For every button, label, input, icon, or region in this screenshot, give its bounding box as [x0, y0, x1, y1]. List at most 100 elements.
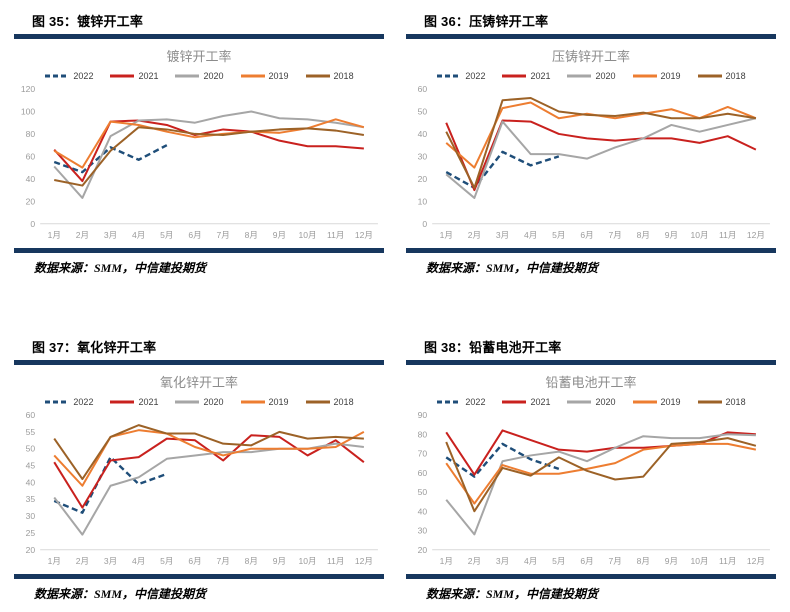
series-line-2020	[445, 117, 757, 199]
legend-line-marker	[632, 74, 657, 78]
series-line-2018	[53, 423, 364, 480]
legend-label: 2022	[465, 71, 486, 81]
series-line-2018	[54, 126, 365, 187]
series-line-2019	[445, 442, 757, 505]
legend-label: 2020	[595, 71, 616, 81]
y-axis-tick-label: 30	[418, 525, 428, 535]
x-axis-tick-label: 8月	[245, 556, 258, 566]
legend-label: 2019	[660, 71, 681, 81]
legend-line-marker	[697, 74, 722, 78]
data-source-note: 数据来源：SMM，中信建投期货	[34, 586, 207, 601]
chart-title: 氧化锌开工率	[159, 374, 238, 390]
legend-line-marker	[175, 400, 200, 404]
y-axis-tick-label: 70	[418, 448, 428, 458]
y-axis-tick-label: 20	[418, 174, 428, 184]
divider-bar	[406, 359, 776, 365]
series-line-2020	[53, 442, 364, 536]
x-axis-tick-label: 8月	[245, 230, 258, 240]
x-axis-tick-label: 7月	[608, 556, 621, 566]
x-axis-tick-label: 12月	[355, 556, 373, 566]
legend-line-marker	[110, 400, 135, 404]
legend-line-marker	[305, 400, 330, 404]
chart-legend: 2022 2021 2020 2019 2018	[14, 70, 384, 82]
legend-item-2022: 2022	[436, 397, 485, 407]
x-axis-tick-label: 4月	[132, 556, 145, 566]
x-axis-tick-label: 7月	[216, 556, 229, 566]
legend-item-2020: 2020	[566, 71, 616, 81]
legend-line-marker	[305, 74, 330, 78]
y-axis-tick-label: 10	[418, 196, 428, 206]
chart-legend: 2022 2021 2020 2019 2018	[14, 396, 384, 408]
y-axis-tick-label: 35	[26, 494, 36, 504]
legend-line-marker	[437, 400, 462, 404]
x-axis-tick-label: 6月	[188, 230, 201, 240]
y-axis-tick-label: 20	[26, 196, 36, 206]
legend-line-marker	[437, 74, 462, 78]
legend-line-marker	[632, 400, 657, 404]
y-axis-tick-label: 20	[26, 545, 36, 555]
legend-label: 2021	[530, 71, 551, 81]
legend-label: 2018	[333, 396, 354, 407]
figure-38-header: 图 38：铅蓄电池开工率	[424, 339, 562, 355]
legend-label: 2018	[333, 71, 354, 81]
y-axis-tick-label: 0	[422, 219, 427, 229]
x-axis-tick-label: 3月	[104, 230, 117, 240]
x-axis-tick-label: 5月	[552, 556, 565, 566]
x-axis-tick-label: 12月	[747, 556, 765, 566]
x-axis-tick-label: 8月	[637, 556, 650, 566]
divider-bar	[406, 247, 776, 253]
x-axis-tick-label: 11月	[327, 230, 344, 240]
x-axis-tick-label: 4月	[524, 556, 537, 566]
legend-label: 2020	[595, 396, 616, 407]
legend-item-2019: 2019	[632, 71, 681, 81]
y-axis-tick-label: 60	[418, 84, 428, 94]
x-axis-tick-label: 3月	[496, 230, 509, 240]
x-axis-tick-label: 1月	[48, 230, 61, 240]
legend-item-2018: 2018	[697, 397, 746, 407]
y-axis-tick-label: 90	[418, 410, 428, 420]
y-axis-tick-label: 55	[26, 427, 36, 437]
y-axis-tick-label: 30	[26, 511, 36, 521]
y-axis-tick-label: 100	[21, 106, 35, 116]
legend-item-2018: 2018	[697, 71, 746, 81]
x-axis-tick-label: 8月	[637, 230, 650, 240]
divider-bar	[14, 34, 384, 39]
x-axis-tick-label: 1月	[440, 230, 453, 240]
x-axis-tick-label: 10月	[299, 556, 317, 566]
x-axis-tick-label: 1月	[48, 556, 61, 566]
legend-label: 2022	[465, 396, 486, 407]
legend-line-marker	[45, 400, 70, 404]
x-axis-tick-label: 10月	[691, 230, 709, 240]
x-axis-tick-label: 2月	[468, 556, 481, 566]
x-axis-tick-label: 10月	[299, 230, 317, 240]
legend-label: 2020	[203, 396, 224, 407]
legend-label: 2021	[138, 396, 159, 407]
legend-line-marker	[45, 74, 70, 78]
legend-item-2020: 2020	[174, 71, 224, 81]
legend-line-marker	[110, 74, 135, 78]
x-axis-tick-label: 2月	[76, 230, 89, 240]
y-axis-tick-label: 50	[418, 106, 428, 116]
series-line-2022	[53, 144, 168, 174]
legend-item-2021: 2021	[501, 397, 550, 407]
legend-item-2021: 2021	[501, 71, 550, 81]
legend-item-2018: 2018	[305, 71, 354, 81]
data-source-note: 数据来源：SMM，中信建投期货	[34, 260, 207, 275]
x-axis-tick-label: 2月	[76, 556, 89, 566]
legend-item-2019: 2019	[240, 71, 289, 81]
x-axis-tick-label: 11月	[327, 556, 344, 566]
line-chart: 20 30 40 50 60 70 80 90 1月 2月 3月 4月 5月 6月 7月 8月 9月 10月 11月…	[418, 410, 770, 566]
y-axis-tick-label: 30	[418, 151, 428, 161]
data-source-note: 数据来源：SMM，中信建投期货	[426, 586, 599, 601]
y-axis-tick-label: 40	[26, 477, 36, 487]
legend-label: 2019	[660, 396, 681, 407]
y-axis-tick-label: 50	[418, 487, 428, 497]
divider-bar	[406, 573, 776, 579]
divider-bar	[14, 247, 384, 253]
series-line-2019	[53, 118, 365, 169]
chart-legend: 2022 2021 2020 2019 2018	[406, 70, 776, 82]
x-axis-tick-label: 9月	[665, 230, 678, 240]
legend-label: 2019	[268, 71, 289, 81]
legend-line-marker	[175, 74, 200, 78]
legend-item-2021: 2021	[109, 397, 158, 407]
